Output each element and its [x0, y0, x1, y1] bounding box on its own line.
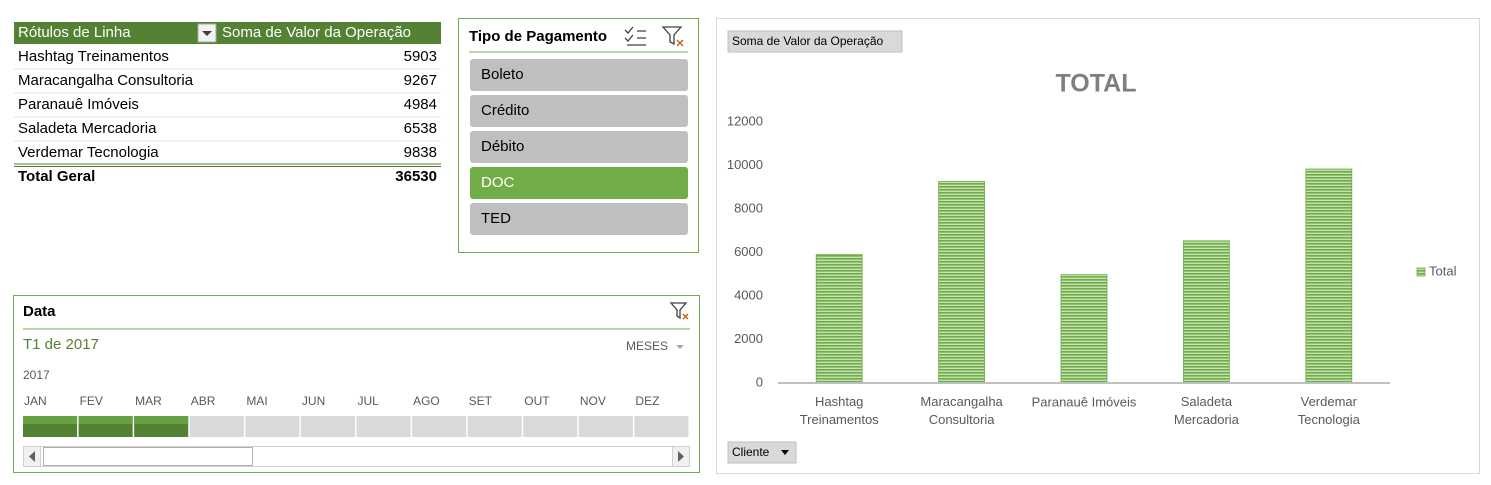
month-label: MAI — [246, 394, 267, 408]
x-tick-label: Paranauê Imóveis — [1032, 394, 1137, 409]
timeline-months: JAN FEV MAR ABR MAI JUN JUL AGO SET OUT NOV DEZ — [23, 394, 689, 437]
row-label: Verdemar Tecnologia — [18, 144, 159, 161]
legend-label: Total — [1429, 263, 1457, 278]
timeline-year: 2017 — [23, 368, 50, 382]
month-cell[interactable] — [189, 416, 244, 437]
scroll-thumb[interactable] — [43, 447, 253, 466]
scroll-left-arrow — [29, 451, 35, 462]
y-tick-label: 12000 — [727, 113, 763, 128]
x-tick-label: Verdemar Tecnologia — [1298, 394, 1361, 427]
y-tick-label: 2000 — [734, 331, 763, 346]
row-value: 6538 — [404, 120, 437, 137]
timeline-frame — [13, 295, 700, 473]
month-label: JAN — [24, 394, 47, 408]
x-tick-label: Maracangalha Consultoria — [920, 394, 1003, 427]
chart-title: TOTAL — [1055, 70, 1136, 98]
row-label: Maracangalha Consultoria — [18, 72, 194, 89]
month-cell[interactable] — [300, 416, 355, 437]
timeline-period: T1 de 2017 — [23, 336, 99, 353]
month-cell-highlight — [78, 416, 133, 424]
y-tick-label: 0 — [756, 374, 763, 389]
month-cell[interactable] — [634, 416, 689, 437]
row-value: 9838 — [404, 144, 437, 161]
month-label: JUL — [358, 394, 380, 408]
slicer-items: Boleto Crédito Débito DOC TED — [470, 59, 688, 235]
total-label: Total Geral — [18, 168, 95, 185]
row-value: 4984 — [404, 96, 437, 113]
row-value: 5903 — [404, 48, 437, 65]
slicer-item-label[interactable]: Boleto — [481, 66, 524, 83]
value-field-label[interactable]: Soma de Valor da Operação — [732, 34, 884, 48]
slicer-item-label[interactable]: DOC — [481, 174, 515, 191]
dropdown-arrow — [202, 31, 212, 36]
multi-select-icon[interactable] — [624, 26, 646, 46]
row-label: Hashtag Treinamentos — [18, 48, 169, 65]
bar — [815, 254, 863, 384]
y-tick-label: 10000 — [727, 157, 763, 172]
y-tick-label: 8000 — [734, 200, 763, 215]
axis-field-button[interactable] — [727, 441, 797, 464]
month-label: OUT — [524, 394, 550, 408]
month-label: DEZ — [635, 394, 659, 408]
month-cell-highlight — [134, 416, 189, 424]
row-label: Saladeta Mercadoria — [18, 120, 157, 137]
row-value: 9267 — [404, 72, 437, 89]
slicer-item-label[interactable]: Débito — [481, 138, 524, 155]
month-cell[interactable] — [578, 416, 633, 437]
pivot-header — [14, 22, 441, 44]
chart-plot: 0 2000 4000 6000 8000 10000 12000 Hashtag Treina… — [727, 113, 1457, 427]
bar — [1060, 274, 1108, 384]
bar — [1305, 168, 1353, 384]
x-tick-label: Saladeta Mercadoria — [1174, 394, 1240, 427]
scroll-right-arrow — [678, 451, 684, 462]
y-tick-label: 6000 — [734, 244, 763, 259]
month-label: ABR — [191, 394, 216, 408]
month-label: NOV — [580, 394, 606, 408]
month-cell[interactable] — [523, 416, 578, 437]
slicer-item-label[interactable]: Crédito — [481, 102, 529, 119]
bar — [938, 181, 985, 384]
timeline-level[interactable]: MESES — [626, 339, 668, 353]
month-label: SET — [469, 394, 493, 408]
value-field-button[interactable] — [727, 30, 903, 53]
axis-field-label[interactable]: Cliente — [732, 445, 770, 459]
slicer-item[interactable] — [470, 95, 688, 127]
slicer-item[interactable] — [470, 59, 688, 91]
month-label: AGO — [413, 394, 440, 408]
clear-filter-icon[interactable] — [669, 302, 689, 320]
slicer-item[interactable] — [470, 131, 688, 163]
row-label: Paranauê Imóveis — [18, 96, 139, 113]
slicer-item[interactable] — [470, 203, 688, 235]
clear-filter-icon[interactable] — [661, 26, 684, 47]
month-label: MAR — [135, 394, 162, 408]
pivot-rows: Hashtag Treinamentos 5903 Maracangalha Con… — [14, 48, 441, 161]
pivot-header-label: Rótulos de Linha — [18, 24, 131, 41]
timeline-title: Data — [23, 303, 56, 320]
month-cell[interactable] — [356, 416, 411, 437]
pivot-header-value: Soma de Valor da Operação — [222, 24, 411, 41]
month-label: FEV — [80, 394, 103, 408]
x-tick-label: Hashtag Treinamentos — [800, 394, 879, 427]
month-cell-highlight — [23, 416, 78, 424]
y-tick-label: 4000 — [734, 287, 763, 302]
axis-field-arrow[interactable] — [781, 450, 789, 455]
slicer-title: Tipo de Pagamento — [469, 28, 607, 45]
slicer-item[interactable] — [470, 167, 688, 199]
month-cell[interactable] — [467, 416, 522, 437]
slicer-item-label[interactable]: TED — [481, 210, 511, 227]
total-value: 36530 — [395, 168, 437, 185]
month-cell[interactable] — [245, 416, 300, 437]
bar — [1183, 240, 1230, 384]
month-label: JUN — [302, 394, 325, 408]
month-cell[interactable] — [412, 416, 467, 437]
chart-frame — [716, 18, 1480, 474]
level-arrow[interactable] — [676, 345, 684, 349]
legend-swatch — [1416, 267, 1426, 277]
